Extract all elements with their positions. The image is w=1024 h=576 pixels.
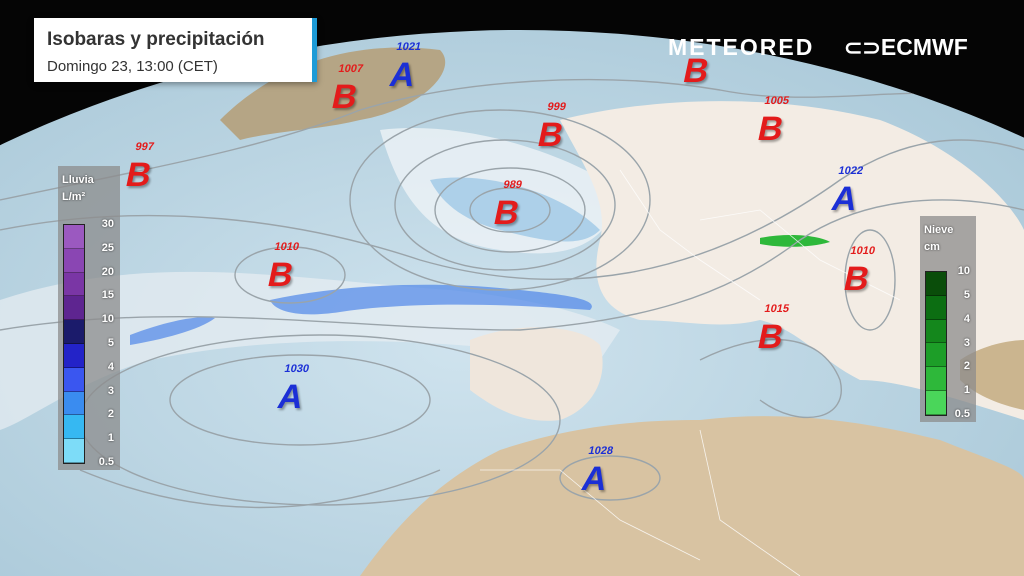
scale-label: 0.5 (954, 408, 970, 420)
scale-swatch (64, 272, 84, 297)
pressure-value: 989 (502, 179, 524, 191)
scale-label: 3 (963, 336, 970, 349)
scale-label: 1 (963, 384, 970, 397)
scale-swatch (64, 343, 84, 368)
scale-label: 2 (963, 360, 970, 373)
scale-swatch (64, 248, 84, 273)
scale-label: 20 (101, 265, 114, 278)
map-title: Isobaras y precipitación (47, 29, 265, 50)
ecmwf-logo: ⊂⊃ECMWF (844, 34, 968, 61)
scale-label: 3 (107, 384, 114, 397)
meteored-logo: METEORED (668, 34, 815, 60)
land-turkey (960, 340, 1024, 410)
pressure-value: 1028 (587, 445, 615, 457)
rain-area (430, 177, 600, 242)
snow-legend-unit: cm (924, 241, 940, 253)
scale-swatch (64, 225, 84, 249)
rain-legend: Lluvia L/m² 30 25 20 15 10 5 4 3 2 1 0.5 (58, 166, 120, 470)
rain-legend-title: Lluvia (62, 174, 94, 186)
title-panel: Isobaras y precipitación Domingo 23, 13:… (34, 18, 317, 82)
pressure-value: 999 (546, 101, 568, 113)
scale-swatch (64, 320, 84, 344)
land-scandinavia (220, 47, 446, 140)
pressure-value: 1010 (849, 245, 877, 257)
scale-label: 25 (101, 241, 114, 254)
scale-label: 2 (107, 408, 114, 421)
ecmwf-text: ECMWF (880, 34, 968, 60)
scale-label: 15 (101, 289, 114, 302)
pressure-value: 1022 (837, 165, 865, 177)
scale-label: 0.5 (98, 456, 114, 468)
snow-legend: Nieve cm 10 5 4 3 2 1 0.5 (920, 216, 976, 422)
rain-color-scale (63, 224, 85, 464)
rain-legend-unit: L/m² (62, 191, 86, 203)
scale-label: 5 (963, 288, 970, 301)
cloud-band (0, 271, 620, 430)
pressure-value: 1007 (337, 63, 365, 75)
scale-label: 10 (957, 265, 970, 277)
snow-area (760, 235, 830, 247)
pressure-value: 1021 (395, 41, 423, 53)
scale-label: 10 (101, 313, 114, 326)
scale-swatch (926, 343, 946, 368)
pressure-value: 997 (134, 141, 156, 153)
pressure-value: 1010 (273, 241, 301, 253)
rain-area (270, 284, 592, 315)
land-africa (360, 416, 1024, 576)
scale-swatch (926, 295, 946, 320)
snow-color-scale (925, 271, 947, 416)
map-datetime: Domingo 23, 13:00 (CET) (47, 58, 218, 75)
snow-legend-title: Nieve (924, 224, 954, 236)
scale-swatch (926, 391, 946, 415)
scale-swatch (926, 272, 946, 296)
scale-label: 30 (101, 218, 114, 230)
pressure-value: 1030 (283, 363, 311, 375)
pressure-value: 1015 (763, 303, 791, 315)
scale-swatch (64, 296, 84, 321)
scale-swatch (926, 367, 946, 392)
country-borders (480, 169, 901, 576)
land-iberia (470, 327, 603, 421)
scale-swatch (64, 415, 84, 440)
scale-swatch (926, 319, 946, 344)
pressure-value: 1005 (763, 95, 791, 107)
scale-label: 4 (963, 312, 970, 325)
ecmwf-symbol-icon: ⊂⊃ (844, 35, 881, 60)
scale-swatch (64, 439, 84, 463)
scale-label: 1 (107, 432, 114, 445)
isobars (0, 78, 1024, 509)
rain-area (130, 317, 215, 345)
scale-label: 4 (107, 360, 114, 373)
land-europe (560, 101, 1024, 420)
scale-swatch (64, 367, 84, 392)
scale-swatch (64, 391, 84, 416)
scale-label: 5 (107, 337, 114, 349)
